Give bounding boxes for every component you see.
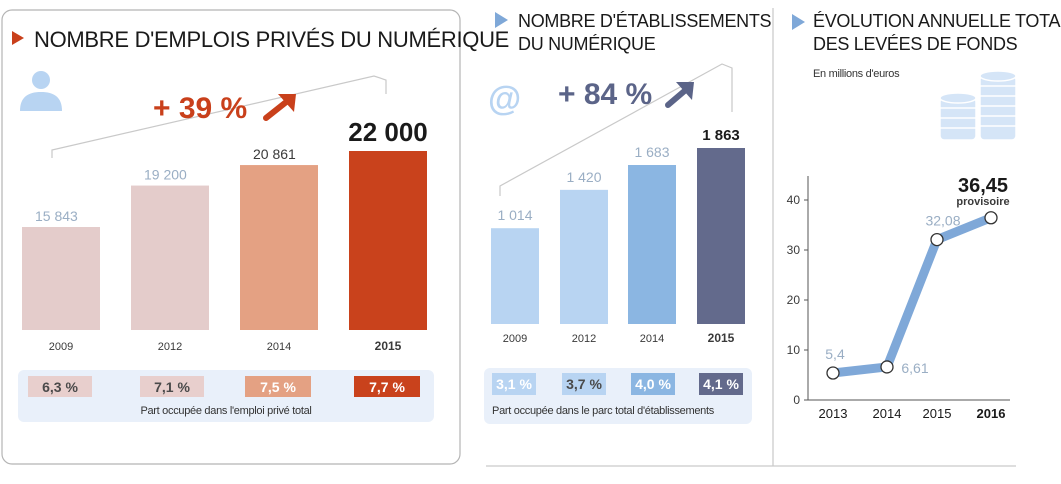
employment-value-label-2009: 15 843 (35, 208, 78, 224)
establishments-share-box-2012 (562, 373, 606, 395)
employment-share-label-2012: 7,1 % (154, 379, 190, 395)
panel-employment-border (1, 9, 461, 465)
establishments-year-label-2009: 2009 (503, 333, 527, 345)
establishments-title-line-2: DU NUMÉRIQUE (518, 34, 656, 54)
panel-funding: ÉVOLUTION ANNUELLE TOTALE DES LEVÉES DE … (787, 11, 1061, 421)
funding-title-line-2: DES LEVÉES DE FONDS (813, 34, 1018, 54)
establishments-year-label-2015: 2015 (708, 331, 735, 345)
employment-share-box-2012 (140, 376, 204, 397)
employment-value-label-2014: 20 861 (253, 146, 296, 162)
funding-title-line-1: ÉVOLUTION ANNUELLE TOTALE (813, 11, 1061, 31)
funding-y-tick-label-20: 20 (787, 293, 801, 307)
funding-year-label-2015: 2015 (923, 406, 952, 421)
funding-point-2016 (984, 211, 998, 225)
employment-growth-bracket (51, 75, 387, 158)
establishments-bar-2012 (560, 189, 608, 324)
employment-share-label-2015: 7,7 % (369, 379, 405, 395)
employment-bar-2012 (131, 185, 209, 330)
employment-share-caption: Part occupée dans l'emploi privé total (140, 405, 311, 417)
employment-growth-label: + 39 % (153, 92, 247, 125)
establishments-share-label-2012: 3,7 % (566, 376, 602, 392)
funding-y-tick-label-30: 30 (787, 243, 801, 257)
funding-y-tick-label-10: 10 (787, 343, 801, 357)
funding-value-label-2013: 5,4 (825, 346, 845, 362)
funding-point-2015 (930, 232, 944, 247)
establishments-year-label-2012: 2012 (572, 333, 596, 345)
employment-year-label-2012: 2012 (158, 341, 182, 353)
employment-value-label-2015: 22 000 (348, 117, 428, 147)
employment-bars: 15 843 2009 19 200 2012 20 861 2014 22 000 2015 (22, 117, 428, 353)
funding-value-label-2014: 6,61 (901, 360, 928, 376)
establishments-value-label-2014: 1 683 (634, 144, 669, 160)
establishments-bars: 1 014 2009 1 420 2012 1 683 2014 1 863 2015 (491, 127, 745, 345)
funding-title-arrow-icon (792, 14, 805, 30)
establishments-share-box-2009 (492, 373, 536, 395)
employment-bar-2014 (240, 165, 318, 330)
employment-shares: 6,3 % 7,1 % 7,5 % 7,7 % (28, 376, 420, 397)
employment-title: NOMBRE D'EMPLOIS PRIVÉS DU NUMÉRIQUE (34, 27, 509, 52)
establishments-share-label-2009: 3,1 % (496, 376, 532, 392)
funding-year-label-2016: 2016 (977, 406, 1006, 421)
establishments-share-label-2015: 4,1 % (703, 376, 739, 392)
establishments-value-label-2009: 1 014 (497, 207, 532, 223)
at-sign-icon: @ (488, 80, 521, 118)
establishments-growth-label: + 84 % (558, 78, 652, 111)
coins-icon (939, 70, 1017, 141)
employment-year-label-2009: 2009 (49, 341, 73, 353)
establishments-title-line-1: NOMBRE D'ÉTABLISSEMENTS (518, 11, 772, 31)
funding-chart: 0 10 20 30 40 2013 2014 2015 2016 5,4 6,61 32,08 36,… (787, 175, 1010, 421)
employment-share-box-2009 (28, 376, 92, 397)
funding-point-2013 (826, 366, 840, 380)
employment-share-label-2014: 7,5 % (260, 379, 296, 395)
employment-value-label-2012: 19 200 (144, 167, 187, 183)
establishments-share-caption: Part occupée dans le parc total d'établi… (492, 405, 715, 417)
establishments-title-arrow-icon (495, 12, 508, 28)
establishments-bar-2009 (491, 228, 539, 324)
employment-title-arrow-icon (12, 31, 24, 45)
establishments-bar-2014 (628, 165, 676, 324)
employment-bar-2009 (22, 227, 100, 330)
establishments-share-box-2014 (631, 373, 675, 395)
panel-establishments: NOMBRE D'ÉTABLISSEMENTS DU NUMÉRIQUE @ +… (484, 11, 1016, 467)
employment-year-label-2015: 2015 (375, 339, 402, 353)
funding-series-line (828, 213, 996, 378)
funding-y-tick-label-0: 0 (793, 393, 800, 407)
funding-year-label-2014: 2014 (873, 406, 902, 421)
establishments-shares: 3,1 % 3,7 % 4,0 % 4,1 % (492, 373, 743, 395)
funding-value-label-2016: 36,45 (958, 175, 1008, 197)
employment-share-box-2014 (245, 376, 311, 397)
funding-year-label-2013: 2013 (819, 406, 848, 421)
funding-point-2014 (880, 360, 894, 374)
employment-bar-2015 (349, 151, 427, 330)
funding-provisional-note: provisoire (956, 196, 1009, 208)
establishments-growth-arrow-icon (665, 82, 694, 108)
employment-share-band (18, 370, 434, 422)
establishments-value-label-2015: 1 863 (702, 127, 740, 144)
establishments-growth-bracket (499, 63, 733, 196)
establishments-share-box-2015 (699, 373, 743, 395)
funding-unit-label: En millions d'euros (813, 68, 900, 80)
establishments-value-label-2012: 1 420 (566, 169, 601, 185)
funding-value-label-2015: 32,08 (925, 213, 960, 229)
funding-y-tick-label-40: 40 (787, 193, 801, 207)
person-icon (20, 71, 62, 111)
employment-growth-arrow-icon (263, 94, 296, 121)
employment-share-label-2009: 6,3 % (42, 379, 78, 395)
establishments-share-band (484, 368, 752, 424)
establishments-share-label-2014: 4,0 % (635, 376, 671, 392)
establishments-bar-2015 (697, 148, 745, 324)
employment-share-box-2015 (354, 376, 420, 397)
employment-year-label-2014: 2014 (267, 341, 291, 353)
panel-employment: NOMBRE D'EMPLOIS PRIVÉS DU NUMÉRIQUE + 3… (1, 9, 509, 465)
establishments-year-label-2014: 2014 (640, 333, 664, 345)
